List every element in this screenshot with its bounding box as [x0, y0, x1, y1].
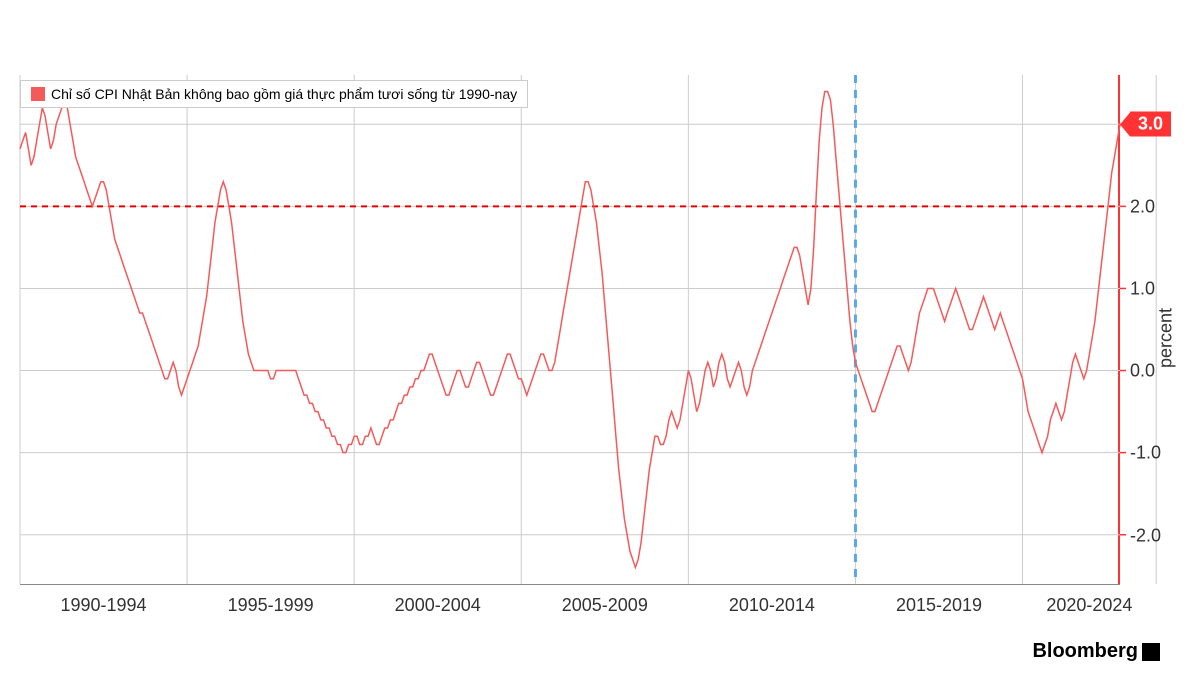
y-tick-label: 0.0 — [1130, 361, 1155, 382]
legend-label: Chỉ số CPI Nhật Bản không bao gồm giá th… — [51, 86, 517, 102]
y-tick-label: 2.0 — [1130, 196, 1155, 217]
chart-container: Chỉ số CPI Nhật Bản không bao gồm giá th… — [0, 0, 1200, 675]
y-tick-label: 1.0 — [1130, 278, 1155, 299]
y-tick-label: -1.0 — [1130, 443, 1161, 464]
current-value-text: 3.0 — [1138, 114, 1163, 134]
legend: Chỉ số CPI Nhật Bản không bao gồm giá th… — [20, 80, 528, 108]
plot-area — [20, 75, 1120, 585]
x-tick-label: 2020-2024 — [1046, 595, 1132, 616]
x-tick-label: 1995-1999 — [228, 595, 314, 616]
legend-swatch — [31, 87, 45, 101]
x-tick-label: 2015-2019 — [896, 595, 982, 616]
x-tick-label: 2000-2004 — [395, 595, 481, 616]
x-tick-label: 2010-2014 — [729, 595, 815, 616]
line-chart-svg — [20, 75, 1120, 584]
y-axis-title: percent — [1155, 307, 1176, 367]
current-value-flag: 3.0 — [1130, 112, 1171, 137]
source-text: Bloomberg — [1032, 640, 1138, 663]
x-tick-label: 2005-2009 — [562, 595, 648, 616]
x-tick-label: 1990-1994 — [60, 595, 146, 616]
source-label: Bloomberg — [1032, 640, 1160, 663]
y-tick-label: -2.0 — [1130, 525, 1161, 546]
bloomberg-icon — [1142, 643, 1160, 661]
